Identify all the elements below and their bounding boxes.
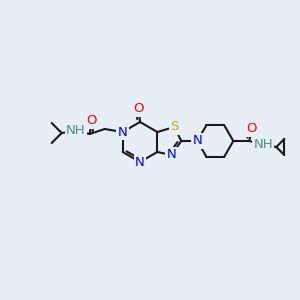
Text: NH: NH: [66, 124, 86, 137]
Text: N: N: [167, 148, 176, 161]
Text: NH: NH: [254, 139, 273, 152]
Text: O: O: [134, 103, 144, 116]
Text: N: N: [192, 134, 202, 148]
Text: O: O: [86, 115, 97, 128]
Text: O: O: [246, 122, 256, 136]
Text: N: N: [135, 155, 145, 169]
Text: S: S: [170, 121, 178, 134]
Text: N: N: [118, 125, 128, 139]
